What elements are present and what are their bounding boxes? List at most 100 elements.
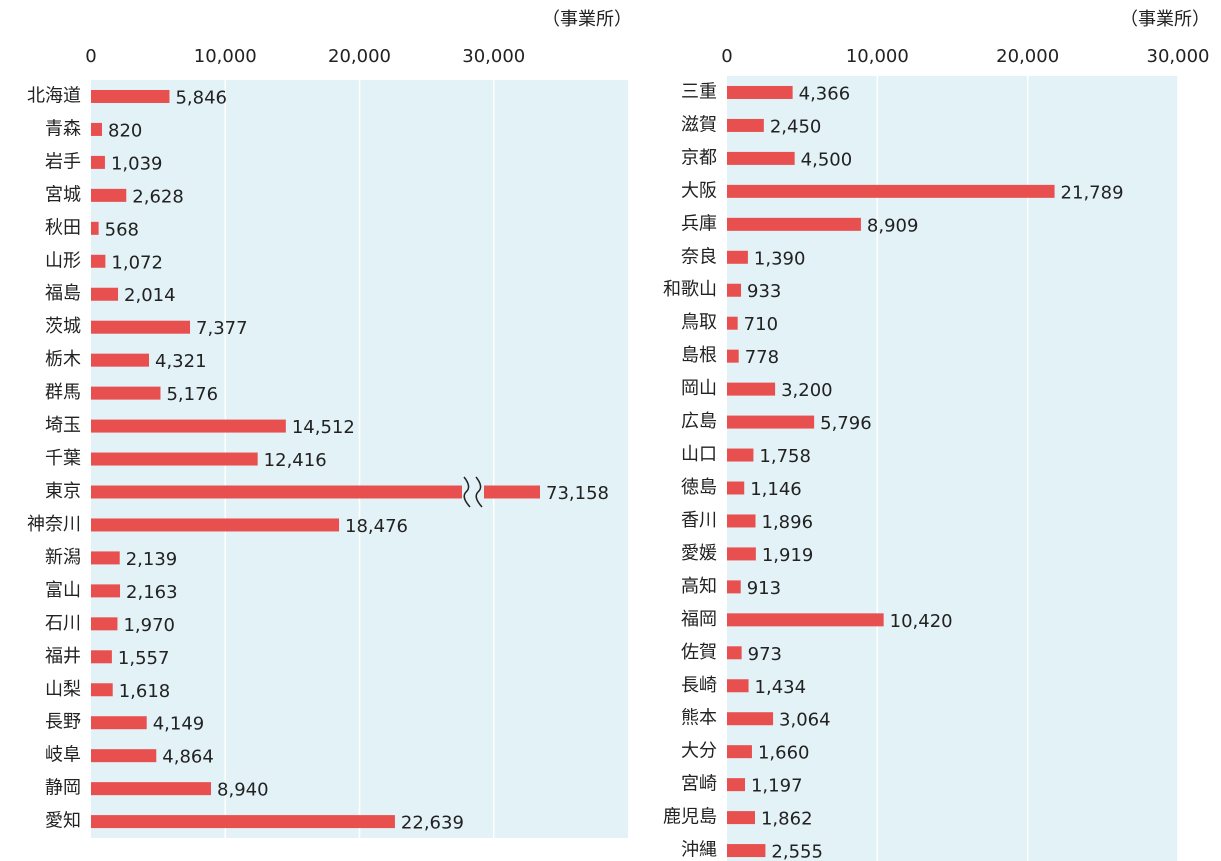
bar bbox=[91, 683, 113, 697]
value-label: 14,512 bbox=[292, 417, 355, 438]
axis-break-gap bbox=[462, 482, 484, 502]
bar bbox=[727, 613, 884, 627]
axis-break-mark bbox=[475, 476, 483, 508]
value-label: 1,039 bbox=[111, 153, 163, 174]
x-tick-label: 30,000 bbox=[1147, 46, 1210, 67]
value-label: 1,970 bbox=[123, 615, 175, 636]
category-label: 栃木 bbox=[45, 349, 81, 370]
bar bbox=[727, 349, 739, 363]
category-label: 三重 bbox=[681, 81, 717, 102]
bar bbox=[91, 749, 157, 763]
value-label: 2,628 bbox=[132, 186, 184, 207]
bar bbox=[727, 85, 793, 99]
plot-background bbox=[727, 76, 1178, 861]
bar bbox=[727, 415, 815, 429]
x-tick-label: 30,000 bbox=[462, 46, 525, 67]
bar bbox=[91, 584, 121, 598]
bar bbox=[91, 287, 119, 301]
value-label: 973 bbox=[748, 644, 782, 665]
bar bbox=[91, 650, 112, 664]
category-label: 広島 bbox=[681, 411, 717, 432]
bar bbox=[727, 745, 752, 759]
value-label: 7,377 bbox=[196, 318, 248, 339]
category-label: 福島 bbox=[45, 283, 81, 304]
x-tick-label: 0 bbox=[85, 46, 96, 67]
category-label: 山形 bbox=[45, 250, 81, 271]
category-label: 北海道 bbox=[27, 85, 81, 106]
value-label: 3,200 bbox=[781, 380, 833, 401]
category-label: 兵庫 bbox=[681, 213, 717, 234]
bar bbox=[91, 122, 103, 136]
value-label: 12,416 bbox=[264, 450, 327, 471]
category-label: 千葉 bbox=[45, 448, 81, 469]
category-label: 宮城 bbox=[45, 184, 81, 205]
x-tick-label: 10,000 bbox=[846, 46, 909, 67]
value-label: 4,500 bbox=[801, 149, 853, 170]
value-label: 4,149 bbox=[153, 714, 205, 735]
value-label: 5,176 bbox=[166, 384, 218, 405]
category-label: 岐阜 bbox=[45, 745, 81, 766]
bar bbox=[727, 283, 742, 297]
value-label: 18,476 bbox=[345, 516, 408, 537]
bar bbox=[727, 118, 764, 132]
bar bbox=[727, 778, 745, 792]
value-label: 5,846 bbox=[175, 87, 227, 108]
category-label: 静岡 bbox=[45, 778, 81, 799]
bar bbox=[727, 250, 748, 264]
bar bbox=[91, 551, 120, 565]
bar bbox=[91, 254, 106, 268]
bar bbox=[91, 452, 258, 466]
category-label: 茨城 bbox=[45, 316, 81, 337]
axis-unit-label: （事業所） bbox=[1120, 9, 1210, 30]
category-label: 東京 bbox=[45, 481, 81, 502]
bar bbox=[727, 184, 1055, 198]
bar bbox=[91, 485, 540, 499]
bar bbox=[91, 782, 212, 796]
value-label: 1,197 bbox=[751, 776, 803, 797]
value-label: 21,789 bbox=[1061, 182, 1124, 203]
value-label: 1,072 bbox=[111, 252, 163, 273]
axis-break-mark bbox=[463, 476, 471, 508]
category-label: 佐賀 bbox=[681, 642, 717, 663]
x-tick-label: 10,000 bbox=[194, 46, 257, 67]
category-label: 神奈川 bbox=[27, 514, 81, 535]
bar bbox=[91, 518, 340, 532]
category-label: 福岡 bbox=[681, 609, 717, 630]
bar bbox=[91, 815, 395, 829]
bar bbox=[91, 419, 286, 433]
category-label: 岡山 bbox=[681, 378, 717, 399]
bar bbox=[91, 617, 118, 631]
category-label: 大分 bbox=[681, 741, 717, 762]
bar bbox=[727, 382, 776, 396]
bar bbox=[727, 316, 738, 330]
value-label: 820 bbox=[108, 120, 142, 141]
value-label: 778 bbox=[745, 347, 779, 368]
value-label: 568 bbox=[105, 219, 139, 240]
category-label: 滋賀 bbox=[681, 114, 717, 135]
category-label: 鳥取 bbox=[681, 312, 717, 333]
bar bbox=[727, 580, 741, 594]
category-label: 奈良 bbox=[681, 246, 717, 267]
bar bbox=[727, 448, 754, 462]
category-label: 大阪 bbox=[681, 180, 717, 201]
bar bbox=[727, 811, 755, 825]
value-label: 1,896 bbox=[762, 512, 814, 533]
value-label: 8,940 bbox=[217, 780, 269, 801]
value-label: 4,321 bbox=[155, 351, 207, 372]
value-label: 4,366 bbox=[799, 83, 851, 104]
value-label: 3,064 bbox=[779, 710, 831, 731]
category-label: 京都 bbox=[681, 147, 717, 168]
value-label: 933 bbox=[747, 281, 781, 302]
bar bbox=[91, 155, 105, 169]
value-label: 1,557 bbox=[118, 648, 170, 669]
category-label: 富山 bbox=[45, 580, 81, 601]
category-label: 愛知 bbox=[45, 811, 81, 832]
value-label: 2,139 bbox=[126, 549, 178, 570]
value-label: 1,146 bbox=[750, 479, 802, 500]
bar bbox=[727, 844, 766, 858]
category-label: 和歌山 bbox=[663, 279, 717, 300]
value-label: 1,758 bbox=[759, 446, 811, 467]
value-label: 4,864 bbox=[162, 747, 214, 768]
bar bbox=[727, 679, 749, 693]
value-label: 913 bbox=[747, 578, 781, 599]
